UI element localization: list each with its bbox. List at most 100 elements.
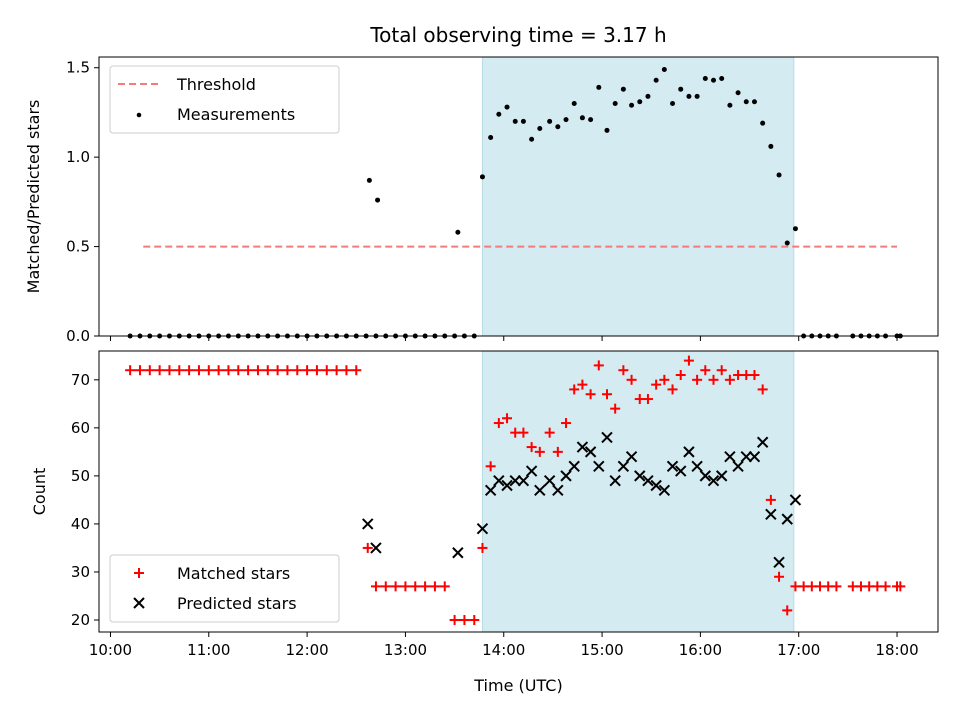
matched-star-point <box>683 355 694 366</box>
predicted-star-point <box>584 446 597 458</box>
legend-predicted-label: Predicted stars <box>177 594 297 613</box>
count-y-axis-label: Count <box>30 468 49 516</box>
predicted-star-point <box>642 474 654 487</box>
predicted-star-point <box>773 556 785 569</box>
measurement-point <box>537 126 543 132</box>
x-tick-label: 17:00 <box>777 641 820 659</box>
matched-star-point <box>577 379 588 390</box>
legend-matched-label: Matched stars <box>177 564 290 583</box>
measurement-point <box>488 134 494 140</box>
matched-star-point <box>485 461 496 472</box>
matched-star-point <box>724 374 735 385</box>
matched-star-point <box>477 542 488 553</box>
ratio-panel-frame <box>98 56 939 337</box>
count-points <box>125 355 906 625</box>
ratio-panel-y-ticks: 0.0 0.5 1.0 1.5 <box>66 59 99 345</box>
matched-star-point <box>272 365 283 376</box>
matched-star-point <box>749 370 760 381</box>
matched-star-point <box>223 365 234 376</box>
y-tick-label: 70 <box>71 371 90 389</box>
measurement-point <box>637 99 643 105</box>
measurement-point <box>375 197 381 203</box>
matched-star-point <box>164 365 175 376</box>
matched-star-point <box>765 494 776 505</box>
predicted-star-point <box>601 431 613 444</box>
matched-star-point <box>193 365 204 376</box>
measurement-point <box>784 240 790 246</box>
matched-star-point <box>618 365 629 376</box>
matched-star-point <box>370 581 381 592</box>
measurement-point <box>711 77 717 83</box>
legend-frame <box>109 65 340 134</box>
measurement-point <box>520 118 526 124</box>
matched-star-point <box>782 605 793 616</box>
matched-star-point <box>213 365 224 376</box>
measurement-point <box>686 93 692 99</box>
predicted-star-point <box>756 436 769 448</box>
ratio-y-axis-label: Matched/Predicted stars <box>24 100 43 294</box>
predicted-star-point <box>552 484 564 497</box>
matched-star-point <box>774 571 785 582</box>
matched-star-point <box>593 360 604 371</box>
measurement-point <box>670 101 676 106</box>
ratio-panel: 0.0 0.5 1.0 1.5 Total observing time = 3.17… <box>24 23 939 345</box>
measurement-point <box>678 86 684 92</box>
measurement-point <box>547 118 553 124</box>
y-tick-label: 60 <box>71 419 90 437</box>
shaded-span-fill <box>482 351 794 632</box>
matched-star-point <box>518 427 529 438</box>
matched-star-point <box>282 365 293 376</box>
matched-star-point <box>642 394 653 405</box>
measurement-point <box>366 177 372 183</box>
ratio-panel-legend: Threshold Measurements <box>109 65 340 134</box>
matched-star-point <box>400 581 411 592</box>
matched-star-point <box>552 446 563 457</box>
matched-star-point <box>700 365 711 376</box>
measurement-point <box>645 93 651 99</box>
measurement-point <box>719 75 725 81</box>
legend-x-marker <box>133 597 145 609</box>
matched-star-point <box>880 581 891 592</box>
predicted-star-point <box>509 474 521 487</box>
matched-star-point <box>144 365 155 376</box>
legend-measurements-swatch <box>136 112 142 118</box>
measurement-point <box>571 101 577 106</box>
matched-star-point <box>331 365 342 376</box>
measurement-point <box>702 75 708 81</box>
matched-star-point <box>585 389 596 400</box>
shaded-span-fill <box>482 57 794 336</box>
predicted-star-point <box>781 513 793 525</box>
matched-star-point <box>243 365 254 376</box>
x-tick-label: 18:00 <box>875 641 918 659</box>
time-x-axis-label: Time (UTC) <box>473 676 562 695</box>
matched-star-point <box>174 365 185 376</box>
predicted-star-point <box>715 470 728 482</box>
x-tick-label: 15:00 <box>580 641 623 659</box>
predicted-star-point <box>634 470 646 482</box>
predicted-star-point <box>493 474 505 487</box>
measurement-point <box>751 99 757 105</box>
predicted-star-point <box>683 446 695 458</box>
chart-title: Total observing time = 3.17 h <box>369 23 666 47</box>
count-panel-x-ticks: 10:00 11:00 12:00 13:00 14:00 15:00 16:00 17:00… <box>89 632 919 659</box>
legend-measurements-label: Measurements <box>177 105 295 124</box>
legend-frame <box>109 554 340 623</box>
predicted-star-point <box>534 484 546 497</box>
matched-star-point <box>292 365 303 376</box>
measurement-point <box>620 86 626 92</box>
measurement-point <box>563 117 569 123</box>
measurement-point <box>776 172 782 178</box>
predicted-star-point <box>362 518 374 530</box>
predicted-star-point <box>576 441 589 453</box>
y-tick-label: 1.0 <box>66 148 90 166</box>
x-tick-label: 16:00 <box>679 641 722 659</box>
measurement-point <box>727 102 733 108</box>
observing-window-span <box>481 351 795 632</box>
x-tick-label: 14:00 <box>482 641 525 659</box>
matched-star-point <box>184 365 195 376</box>
matched-star-point <box>134 365 145 376</box>
matched-star-point <box>311 365 322 376</box>
predicted-star-point <box>560 470 572 482</box>
matched-star-point <box>459 614 470 625</box>
